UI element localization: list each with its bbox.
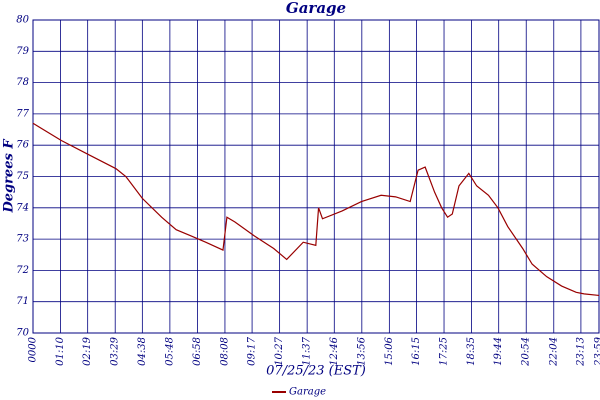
chart-title: Garage: [286, 0, 346, 17]
x-tick-label: 13:56: [356, 336, 367, 365]
x-tick-label: 19:44: [493, 337, 504, 366]
x-tick-label: 17:25: [439, 337, 450, 366]
x-tick-label: 09:17: [247, 336, 258, 365]
y-tick-label: 79: [16, 46, 29, 57]
x-axis-label: 07/25/23 (EST): [266, 364, 366, 379]
x-tick-label: 16:15: [411, 337, 422, 366]
y-tick-label: 70: [16, 328, 29, 339]
legend-label: Garage: [289, 387, 326, 398]
x-tick-label: 04:38: [137, 337, 148, 366]
y-tick-label: 78: [16, 77, 29, 88]
x-tick-label: 10:27: [274, 336, 285, 365]
x-tick-label: 23:59: [594, 336, 600, 366]
y-tick-label: 73: [16, 234, 29, 245]
x-tick-label: 22:04: [548, 337, 559, 367]
x-tick-label: 0000: [28, 336, 39, 362]
y-tick-label: 80: [16, 15, 29, 26]
x-tick-label: 03:29: [110, 336, 121, 365]
y-axis-label: Degrees F: [2, 139, 17, 214]
x-tick-label: 15:06: [384, 336, 395, 365]
y-tick-label: 77: [16, 108, 29, 119]
y-tick-label: 71: [16, 296, 29, 307]
x-tick-label: 20:54: [521, 337, 532, 367]
x-tick-label: 02:19: [82, 336, 93, 365]
x-tick-label: 12:46: [329, 336, 340, 365]
x-tick-label: 08:08: [219, 337, 230, 366]
x-tick-label: 18:35: [466, 337, 477, 366]
x-tick-label: 06:58: [192, 337, 203, 366]
x-tick-label: 23:13: [575, 337, 586, 367]
y-tick-label: 72: [16, 265, 29, 276]
y-tick-label: 76: [16, 140, 29, 151]
x-tick-label: 11:37: [302, 336, 313, 365]
x-tick-label: 01:10: [55, 336, 66, 365]
y-tick-label: 74: [16, 202, 29, 213]
x-tick-label: 05:48: [164, 337, 175, 366]
data-line: [32, 122, 600, 297]
y-tick-label: 75: [16, 171, 29, 182]
